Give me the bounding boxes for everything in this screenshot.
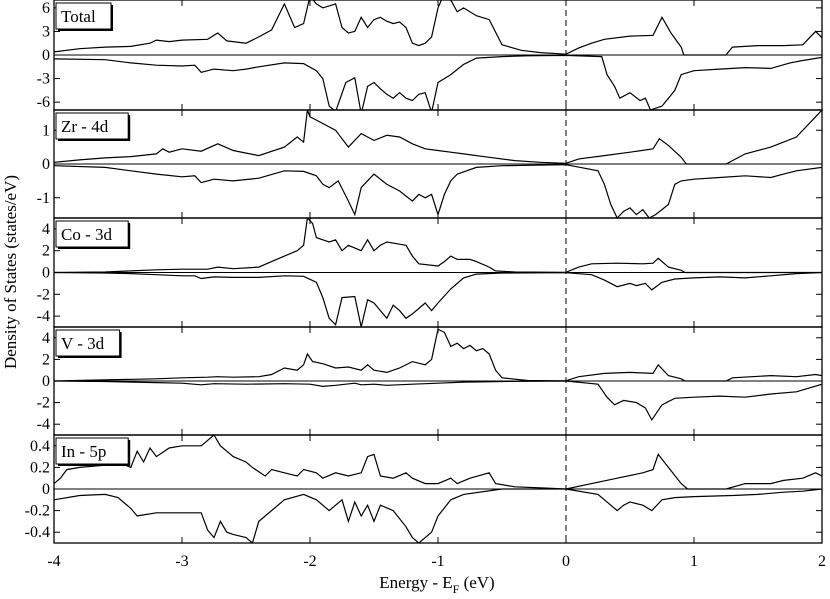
y-tick-label: -4 — [37, 308, 50, 325]
y-tick-label: 6 — [42, 0, 50, 17]
panel-label-box — [55, 220, 129, 248]
series-spin-up — [54, 435, 822, 490]
y-tick-label: 0.4 — [30, 438, 50, 455]
y-tick-label: 0 — [42, 47, 50, 64]
y-tick-label: 4 — [42, 330, 50, 347]
y-tick-label: 0 — [42, 373, 50, 390]
x-tick-label: -2 — [303, 553, 316, 570]
y-tick-label: -2 — [37, 395, 50, 412]
x-axis-label: Energy - EF (eV) — [379, 573, 494, 596]
panel-label: Total — [61, 7, 96, 26]
y-tick-label: 0 — [42, 156, 50, 173]
y-tick-label: 0.2 — [30, 459, 50, 476]
panel-label: Co - 3d — [61, 225, 113, 244]
panel-label: V - 3d — [61, 334, 105, 353]
panel-label: In - 5p — [61, 442, 106, 461]
panel-1: -6 -3 0 3 6 Total — [37, 0, 823, 111]
series-spin-down — [54, 54, 822, 110]
y-tick-label: 3 — [42, 23, 50, 40]
panel-label: Zr - 4d — [61, 117, 109, 136]
y-tick-label: -0.4 — [25, 524, 50, 541]
series-spin-down — [54, 488, 822, 543]
x-axis-label-subscript: F — [453, 582, 460, 596]
panel-5: -0.4 -0.2 0 0.2 0.4 In - 5p — [25, 434, 823, 544]
x-tick-label: -1 — [431, 553, 444, 570]
y-tick-label: -6 — [37, 94, 50, 111]
y-tick-label: 2 — [42, 243, 50, 260]
y-tick-label: -1 — [37, 190, 50, 207]
series-spin-up — [54, 218, 822, 274]
series-spin-down — [54, 164, 822, 218]
series-spin-up — [54, 110, 822, 165]
x-tick-label: -4 — [47, 553, 60, 570]
x-axis-label-main: Energy - E — [379, 573, 452, 592]
y-axis-label: Density of States (states/eV) — [1, 175, 20, 369]
x-tick-label: 0 — [562, 553, 570, 570]
x-axis-label-unit: (eV) — [459, 573, 494, 592]
panel-3: -4 -2 0 2 4 Co - 3d — [37, 217, 823, 328]
y-tick-label: -2 — [37, 286, 50, 303]
y-tick-label: 0 — [42, 481, 50, 498]
y-tick-label: -3 — [37, 71, 50, 88]
panel-label-box — [55, 329, 121, 357]
series-spin-up — [54, 328, 822, 382]
series-spin-down — [54, 380, 822, 422]
series-spin-up — [54, 0, 822, 56]
x-tick-label: 2 — [818, 553, 826, 570]
y-tick-label: 0 — [42, 265, 50, 282]
x-axis: -4 -3 -2 -1 0 1 2 — [47, 553, 826, 570]
y-tick-label: 1 — [42, 122, 50, 139]
series-spin-down — [54, 271, 822, 327]
panel-label-box — [55, 2, 112, 30]
x-tick-label: -3 — [175, 553, 188, 570]
panel-label-box — [55, 112, 129, 140]
panel-label-box — [55, 437, 129, 465]
panel-2: -1 0 1 Zr - 4d — [37, 109, 823, 219]
y-tick-label: 2 — [42, 351, 50, 368]
y-tick-label: 4 — [42, 221, 50, 238]
y-tick-label: -0.2 — [25, 503, 50, 520]
y-tick-label: -4 — [37, 416, 50, 433]
x-tick-label: 1 — [690, 553, 698, 570]
panel-4: -4 -2 0 2 4 V - 3d — [37, 326, 823, 436]
